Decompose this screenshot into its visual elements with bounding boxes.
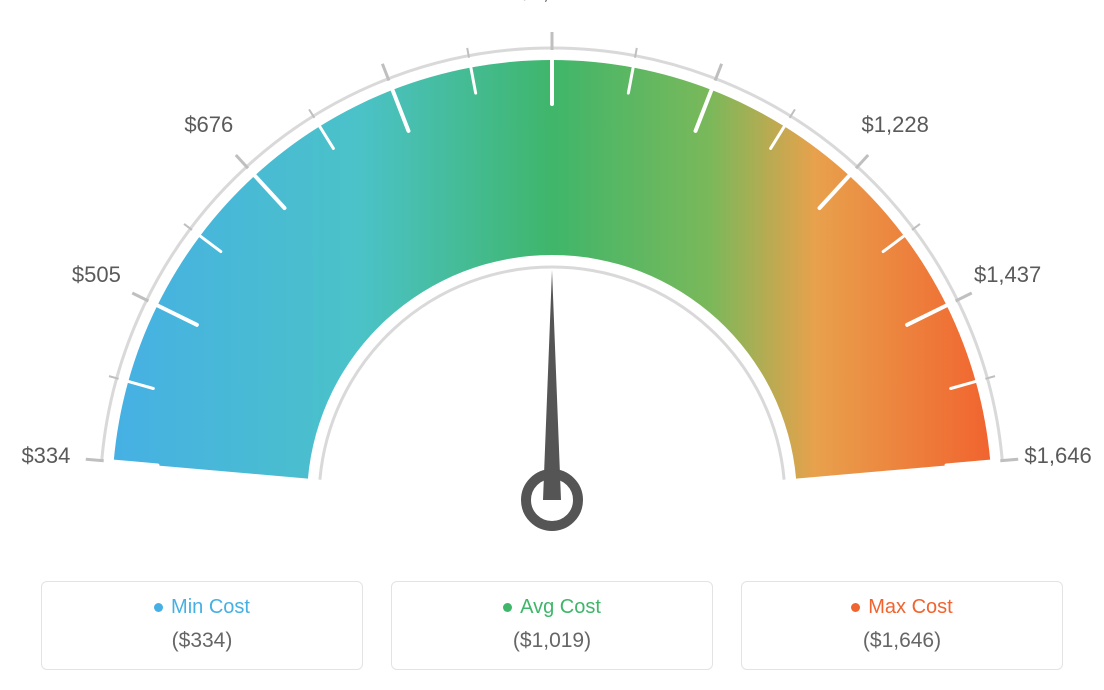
legend-title-max: Max Cost xyxy=(851,596,952,619)
gauge-tick-label: $1,228 xyxy=(862,112,929,138)
legend-dot-avg xyxy=(503,603,512,612)
legend-title-avg: Avg Cost xyxy=(503,596,601,619)
gauge-tick-label: $1,437 xyxy=(974,262,1041,288)
gauge-tick-label: $334 xyxy=(21,443,70,469)
gauge-tick-label: $1,019 xyxy=(518,0,585,5)
gauge-tick-label: $676 xyxy=(184,112,233,138)
legend-dot-max xyxy=(851,603,860,612)
cost-gauge-figure: $334 $505 $676 $1,019 $1,228 $1,437 $1,646 Min… xyxy=(0,0,1104,690)
legend-title-min: Min Cost xyxy=(154,596,250,619)
legend-card-avg: Avg Cost ($1,019) xyxy=(391,581,713,670)
legend-label-avg: Avg Cost xyxy=(520,596,601,619)
legend-value-max: ($1,646) xyxy=(742,629,1062,653)
legend-row: Min Cost ($334) Avg Cost ($1,019) Max Co… xyxy=(0,581,1104,670)
legend-dot-min xyxy=(154,603,163,612)
legend-card-max: Max Cost ($1,646) xyxy=(741,581,1063,670)
gauge-svg xyxy=(0,0,1104,560)
legend-label-min: Min Cost xyxy=(171,596,250,619)
gauge-tick-label: $1,646 xyxy=(1024,443,1091,469)
gauge-area: $334 $505 $676 $1,019 $1,228 $1,437 $1,646 xyxy=(0,0,1104,550)
gauge-tick-label: $505 xyxy=(72,262,121,288)
legend-value-avg: ($1,019) xyxy=(392,629,712,653)
legend-label-max: Max Cost xyxy=(868,596,952,619)
legend-value-min: ($334) xyxy=(42,629,362,653)
legend-card-min: Min Cost ($334) xyxy=(41,581,363,670)
